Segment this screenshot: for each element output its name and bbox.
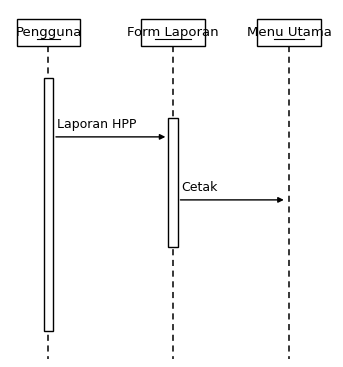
- Bar: [44, 78, 53, 331]
- Bar: [16, 19, 80, 46]
- Text: Laporan HPP: Laporan HPP: [57, 118, 137, 131]
- Bar: [168, 118, 178, 247]
- Text: Cetak: Cetak: [182, 181, 218, 194]
- Text: Menu Utama: Menu Utama: [247, 26, 331, 39]
- Text: Pengguna: Pengguna: [15, 26, 82, 39]
- Bar: [141, 19, 205, 46]
- Text: Form Laporan: Form Laporan: [127, 26, 219, 39]
- Bar: [257, 19, 321, 46]
